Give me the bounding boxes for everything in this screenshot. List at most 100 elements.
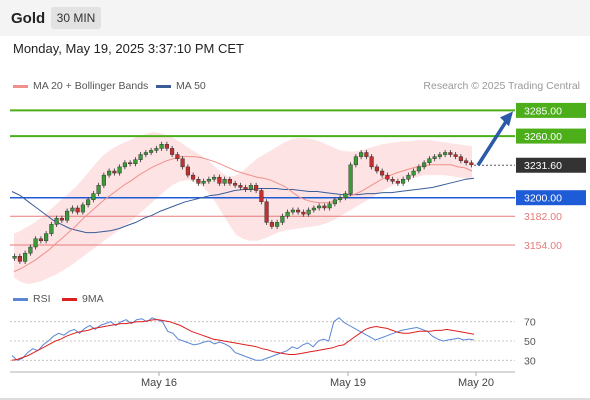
- candle-body: [422, 162, 427, 168]
- candle-body: [33, 238, 38, 248]
- copyright-text: Research © 2025 Trading Central: [423, 80, 580, 92]
- candle-body: [54, 218, 59, 225]
- candle-body: [212, 176, 217, 180]
- candle-body: [269, 222, 274, 227]
- x-tick-label: May 19: [330, 377, 366, 389]
- candle-body: [385, 174, 390, 180]
- candle-body: [259, 190, 264, 203]
- candle-body: [59, 218, 64, 221]
- candle-body: [275, 222, 280, 227]
- candle-body: [380, 170, 385, 176]
- candle-body: [101, 174, 106, 186]
- candle-body: [133, 159, 138, 165]
- candle-body: [264, 201, 269, 223]
- rsi-tick-label: 70: [524, 317, 536, 329]
- level-tag-3182.00: 3182.00: [524, 211, 562, 223]
- x-tick-label: May 16: [141, 377, 177, 389]
- candle-body: [201, 181, 206, 184]
- timeframe-badge[interactable]: 30 MIN: [51, 7, 101, 29]
- candle-body: [437, 154, 442, 157]
- candle-body: [432, 156, 437, 159]
- candle-body: [469, 162, 474, 166]
- candle-body: [448, 152, 453, 155]
- candle-body: [80, 204, 85, 213]
- level-tag-bg: [516, 157, 586, 173]
- legend-rsi: RSI: [13, 293, 51, 305]
- rsi-swatch: [13, 297, 28, 301]
- candle-body: [143, 152, 148, 155]
- candle-body: [154, 148, 159, 151]
- candle-body: [322, 205, 327, 209]
- rsi-tick-label: 30: [524, 355, 536, 367]
- legend-ma50: MA 50: [156, 80, 206, 92]
- candle-body: [191, 174, 196, 180]
- candle-body: [206, 179, 211, 182]
- candle-body: [75, 207, 80, 213]
- level-tag-3154.00: 3154.00: [524, 240, 562, 252]
- candle-body: [117, 166, 122, 174]
- candle-body: [338, 197, 343, 200]
- candle-body: [280, 215, 285, 223]
- ma50-swatch: [156, 84, 171, 88]
- candle-body: [364, 152, 369, 157]
- candle-body: [138, 154, 143, 160]
- candle-body: [332, 199, 337, 205]
- level-tag-bg: [516, 128, 586, 144]
- candle-body: [65, 210, 70, 221]
- candle-body: [112, 170, 117, 174]
- candle-body: [159, 144, 164, 149]
- candle-body: [38, 238, 43, 242]
- bollinger-band-fill: [14, 132, 472, 284]
- candle-body: [327, 203, 332, 209]
- candle-body: [128, 162, 133, 165]
- candle-body: [285, 211, 290, 217]
- candle-body: [427, 158, 432, 163]
- candle-body: [44, 233, 49, 242]
- candle-body: [401, 179, 406, 184]
- candle-body: [122, 162, 127, 168]
- level-tag-bg: [516, 190, 586, 206]
- candle-body: [170, 148, 175, 155]
- candle-body: [91, 193, 96, 200]
- rsi-series-rsi: [11, 317, 475, 361]
- level-tag-3285.00: 3285.00: [516, 102, 586, 118]
- level-tag-3231.60: 3231.60: [516, 157, 586, 173]
- legend-rsi-ma-label: 9MA: [82, 293, 104, 305]
- candle-body: [28, 246, 33, 254]
- candle-body: [248, 185, 253, 190]
- candle-body: [164, 144, 169, 149]
- level-label: 3200.00: [524, 193, 562, 205]
- level-label: 3260.00: [524, 131, 562, 143]
- rsi-ma-swatch: [62, 297, 77, 301]
- ma50-line: [11, 177, 475, 234]
- candle-body: [227, 179, 232, 184]
- bottom-border: [0, 398, 590, 400]
- level-label: 3154.00: [524, 240, 562, 252]
- candle-body: [175, 154, 180, 159]
- candle-body: [458, 156, 463, 161]
- candle-body: [217, 176, 222, 184]
- candle-body: [12, 256, 17, 259]
- candle-body: [96, 185, 101, 194]
- legend-ma50-label: MA 50: [176, 80, 206, 92]
- bollinger-swatch: [13, 84, 28, 88]
- legend-rsi-label: RSI: [33, 293, 51, 305]
- legend-rsi-ma: 9MA: [62, 293, 104, 305]
- candle-body: [290, 209, 295, 213]
- candle-body: [233, 183, 238, 186]
- candle-body: [390, 179, 395, 182]
- header-bar: Gold 30 MIN: [0, 0, 590, 36]
- instrument-title: Gold: [11, 10, 46, 27]
- candle-body: [317, 205, 322, 209]
- level-label: 3231.60: [524, 160, 562, 172]
- rsi-tick-label: 50: [524, 336, 536, 348]
- candle-body: [369, 156, 374, 168]
- level-label: 3285.00: [524, 105, 562, 117]
- candle-body: [86, 199, 91, 206]
- candle-body: [411, 170, 416, 176]
- candle-body: [185, 166, 190, 176]
- candle-body: [416, 166, 421, 172]
- candle-body: [149, 150, 154, 153]
- candle-body: [70, 207, 75, 212]
